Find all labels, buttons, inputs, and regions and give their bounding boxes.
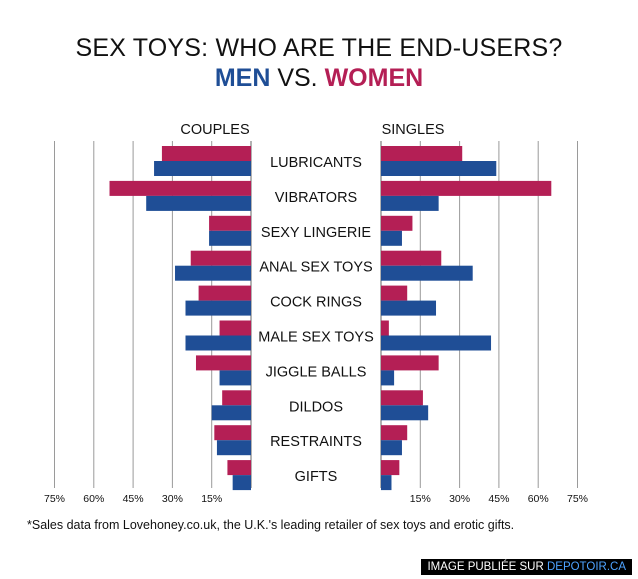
- bar-couples-men: [175, 265, 251, 281]
- bar-singles-women: [381, 460, 400, 476]
- tick-label-left: 30%: [162, 493, 183, 505]
- bar-couples-women: [195, 355, 251, 371]
- bar-singles-women: [381, 250, 442, 266]
- bar-couples-men: [211, 405, 251, 421]
- bar-singles-men: [381, 195, 439, 211]
- bar-singles-women: [381, 320, 389, 336]
- tick-label-right: 75%: [567, 493, 588, 505]
- bar-singles-women: [381, 285, 408, 301]
- credit-prefix: IMAGE PUBLIÉE SUR: [427, 561, 547, 573]
- category-label: LUBRICANTS: [270, 155, 362, 171]
- bar-couples-women: [214, 425, 251, 441]
- tick-label-right: 45%: [488, 493, 509, 505]
- tick-label-left: 45%: [123, 493, 144, 505]
- women-label: WOMEN: [324, 64, 424, 92]
- bar-couples-women: [227, 460, 251, 476]
- category-label: JIGGLE BALLS: [266, 364, 367, 380]
- bar-couples-men: [216, 440, 251, 456]
- bar-singles-women: [381, 180, 552, 196]
- bar-singles-women: [381, 390, 423, 406]
- men-label: MEN: [214, 64, 271, 92]
- bar-couples-women: [161, 146, 251, 161]
- bar-singles-women: [381, 355, 439, 371]
- bar-couples-men: [209, 230, 251, 246]
- tick-label-left: 60%: [83, 493, 104, 505]
- bar-singles-men: [381, 161, 497, 176]
- footnote: *Sales data from Lovehoney.co.uk, the U.…: [27, 518, 515, 532]
- bar-couples-women: [190, 250, 251, 266]
- bar-couples-women: [222, 390, 251, 406]
- bar-couples-women: [209, 215, 251, 231]
- bar-couples-men: [219, 370, 251, 386]
- bar-singles-women: [381, 425, 408, 441]
- bar-singles-men: [381, 475, 392, 491]
- credit-site: DEPOTOIR.CA: [546, 561, 626, 573]
- bar-couples-men: [154, 161, 251, 176]
- bar-couples-women: [219, 320, 251, 336]
- category-label: RESTRAINTS: [270, 434, 362, 450]
- bar-couples-men: [185, 300, 251, 316]
- tick-label-right: 60%: [528, 493, 549, 505]
- chart-subtitle: MEN VS. WOMEN: [0, 64, 638, 93]
- category-label: SEXY LINGERIE: [261, 225, 371, 241]
- category-label: ANAL SEX TOYS: [259, 260, 372, 276]
- bar-singles-men: [381, 370, 395, 386]
- tick-label-left: 15%: [201, 493, 222, 505]
- bar-singles-men: [381, 230, 402, 246]
- vs-label: VS.: [277, 64, 318, 92]
- category-label: VIBRATORS: [275, 190, 357, 206]
- bar-singles-women: [381, 215, 413, 231]
- bar-singles-men: [381, 440, 402, 456]
- bar-singles-women: [381, 146, 463, 161]
- image-credit: IMAGE PUBLIÉE SUR DEPOTOIR.CA: [421, 559, 632, 575]
- bar-couples-men: [185, 335, 251, 351]
- bar-couples-women: [109, 180, 252, 196]
- tick-label-right: 15%: [410, 493, 431, 505]
- category-label: DILDOS: [289, 399, 343, 415]
- category-label: MALE SEX TOYS: [258, 330, 374, 346]
- bar-singles-men: [381, 300, 437, 316]
- bar-couples-men: [232, 475, 251, 491]
- bar-singles-men: [381, 265, 473, 281]
- bar-couples-women: [198, 285, 251, 301]
- bar-singles-men: [381, 335, 492, 351]
- chart-title: SEX TOYS: WHO ARE THE END-USERS?: [75, 34, 563, 62]
- panel-header-singles: SINGLES: [382, 122, 445, 138]
- tick-label-left: 75%: [44, 493, 65, 505]
- bar-couples-men: [146, 195, 251, 211]
- panel-header-couples: COUPLES: [180, 122, 249, 138]
- bar-singles-men: [381, 405, 429, 421]
- category-label: COCK RINGS: [270, 295, 362, 311]
- tick-label-right: 30%: [449, 493, 470, 505]
- category-label: GIFTS: [295, 469, 338, 485]
